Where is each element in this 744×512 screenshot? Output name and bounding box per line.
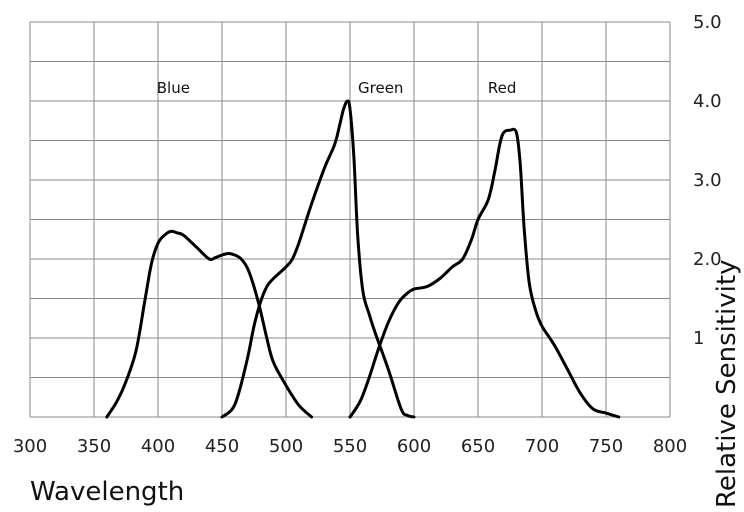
x-tick-label: 450 (205, 436, 239, 457)
y-tick-label: 3.0 (693, 170, 722, 191)
grid (30, 22, 670, 417)
y-tick-label: 1 (693, 328, 704, 349)
x-tick-label: 300 (13, 436, 47, 457)
x-tick-label: 350 (77, 436, 111, 457)
x-tick-label: 750 (589, 436, 623, 457)
series-labels: Blue Green Red (157, 79, 517, 97)
x-axis-ticks: 300 350 400 450 500 550 600 650 700 750 800 (13, 436, 687, 457)
x-tick-label: 600 (397, 436, 431, 457)
x-tick-label: 550 (333, 436, 367, 457)
series-blue-label: Blue (157, 79, 190, 97)
series-green-label: Green (358, 79, 403, 97)
x-tick-label: 650 (461, 436, 495, 457)
x-axis-title: Wavelength (30, 477, 184, 507)
x-tick-label: 700 (525, 436, 559, 457)
x-tick-label: 500 (269, 436, 303, 457)
y-tick-label: 5.0 (693, 12, 722, 33)
series-red-label: Red (488, 79, 517, 97)
y-tick-label: 4.0 (693, 91, 722, 112)
y-axis-title: Relative Sensitivity (712, 260, 742, 508)
x-tick-label: 800 (653, 436, 687, 457)
x-tick-label: 400 (141, 436, 175, 457)
